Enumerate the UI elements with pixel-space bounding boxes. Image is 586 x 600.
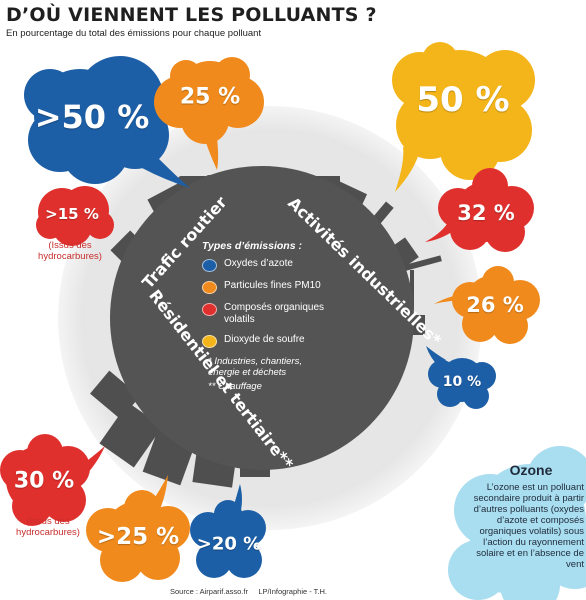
- legend-item-nox: Oxydes d’azote: [202, 258, 362, 272]
- cloud-residential-nox: [190, 484, 266, 578]
- cloud-label-residential-nox: >20 %: [196, 533, 262, 555]
- ozone-cloud: [448, 446, 586, 600]
- legend-item-cov: Composés organiques volatils: [202, 302, 362, 326]
- legend-dot-icon: [202, 281, 217, 294]
- ozone-description: L’ozone est un polluant secondaire produ…: [473, 482, 584, 570]
- cloud-label-industry-so2: 50 %: [416, 80, 510, 120]
- emission-types-legend: Types d’émissions : Oxydes d’azote Parti…: [202, 240, 362, 395]
- legend-label: Particules fines PM10: [224, 280, 321, 291]
- cloud-label-industry-cov: 32 %: [457, 201, 515, 225]
- legend-label: Composés organiques volatils: [224, 302, 325, 325]
- cloud-industry-pm10: [434, 266, 540, 344]
- cloud-industry-so2: [392, 42, 535, 192]
- cloud-label-traffic-pm10: 25 %: [179, 84, 241, 110]
- source-credit: Source : Airparif.asso.fr LP/Infographie…: [170, 587, 328, 596]
- legend-title: Types d’émissions :: [202, 240, 302, 252]
- note-traffic-hydrocarbons: (Issus des hydrocarbures): [38, 240, 102, 262]
- cloud-industry-nox: [426, 346, 496, 409]
- page-title: D’OÙ VIENNENT LES POLLUANTS ?: [6, 4, 377, 26]
- legend-label: Dioxyde de soufre: [224, 334, 305, 345]
- cloud-traffic-cov: [36, 186, 114, 246]
- legend-label: Oxydes d’azote: [224, 258, 293, 269]
- cloud-label-industry-pm10: 26 %: [466, 293, 524, 317]
- cloud-label-residential-cov: 30 %: [13, 468, 75, 494]
- cloud-label-traffic-nox: >50 %: [34, 98, 150, 136]
- legend-footnote-industry: * Industries, chantiers, énergie et déch…: [208, 356, 302, 378]
- legend-footnote-heating: ** Chauffage: [208, 381, 262, 392]
- cloud-label-residential-pm10: >25 %: [96, 524, 180, 550]
- page-subtitle: En pourcentage du total des émissions po…: [6, 28, 262, 39]
- cloud-residential-cov: [0, 434, 105, 526]
- cloud-residential-pm10: [86, 475, 190, 582]
- note-residential-hydrocarbons: (Issus des hydrocarbures): [16, 516, 80, 538]
- cloud-traffic-nox: [24, 56, 190, 188]
- legend-dot-icon: [202, 303, 217, 316]
- cloud-industry-cov: [425, 168, 534, 252]
- legend-dot-icon: [202, 259, 217, 272]
- cloud-label-traffic-cov: >15 %: [45, 205, 99, 223]
- cloud-traffic-pm10: [154, 57, 264, 170]
- cloud-label-industry-nox: 10 %: [442, 374, 482, 390]
- planet: [110, 166, 414, 470]
- ozone-title: Ozone: [509, 462, 553, 478]
- legend-item-pm10: Particules fines PM10: [202, 280, 362, 294]
- ozone-box: Ozone L’ozone est un polluant secondaire…: [458, 462, 584, 570]
- legend-dot-icon: [202, 335, 217, 348]
- legend-item-so2: Dioxyde de soufre: [202, 334, 362, 348]
